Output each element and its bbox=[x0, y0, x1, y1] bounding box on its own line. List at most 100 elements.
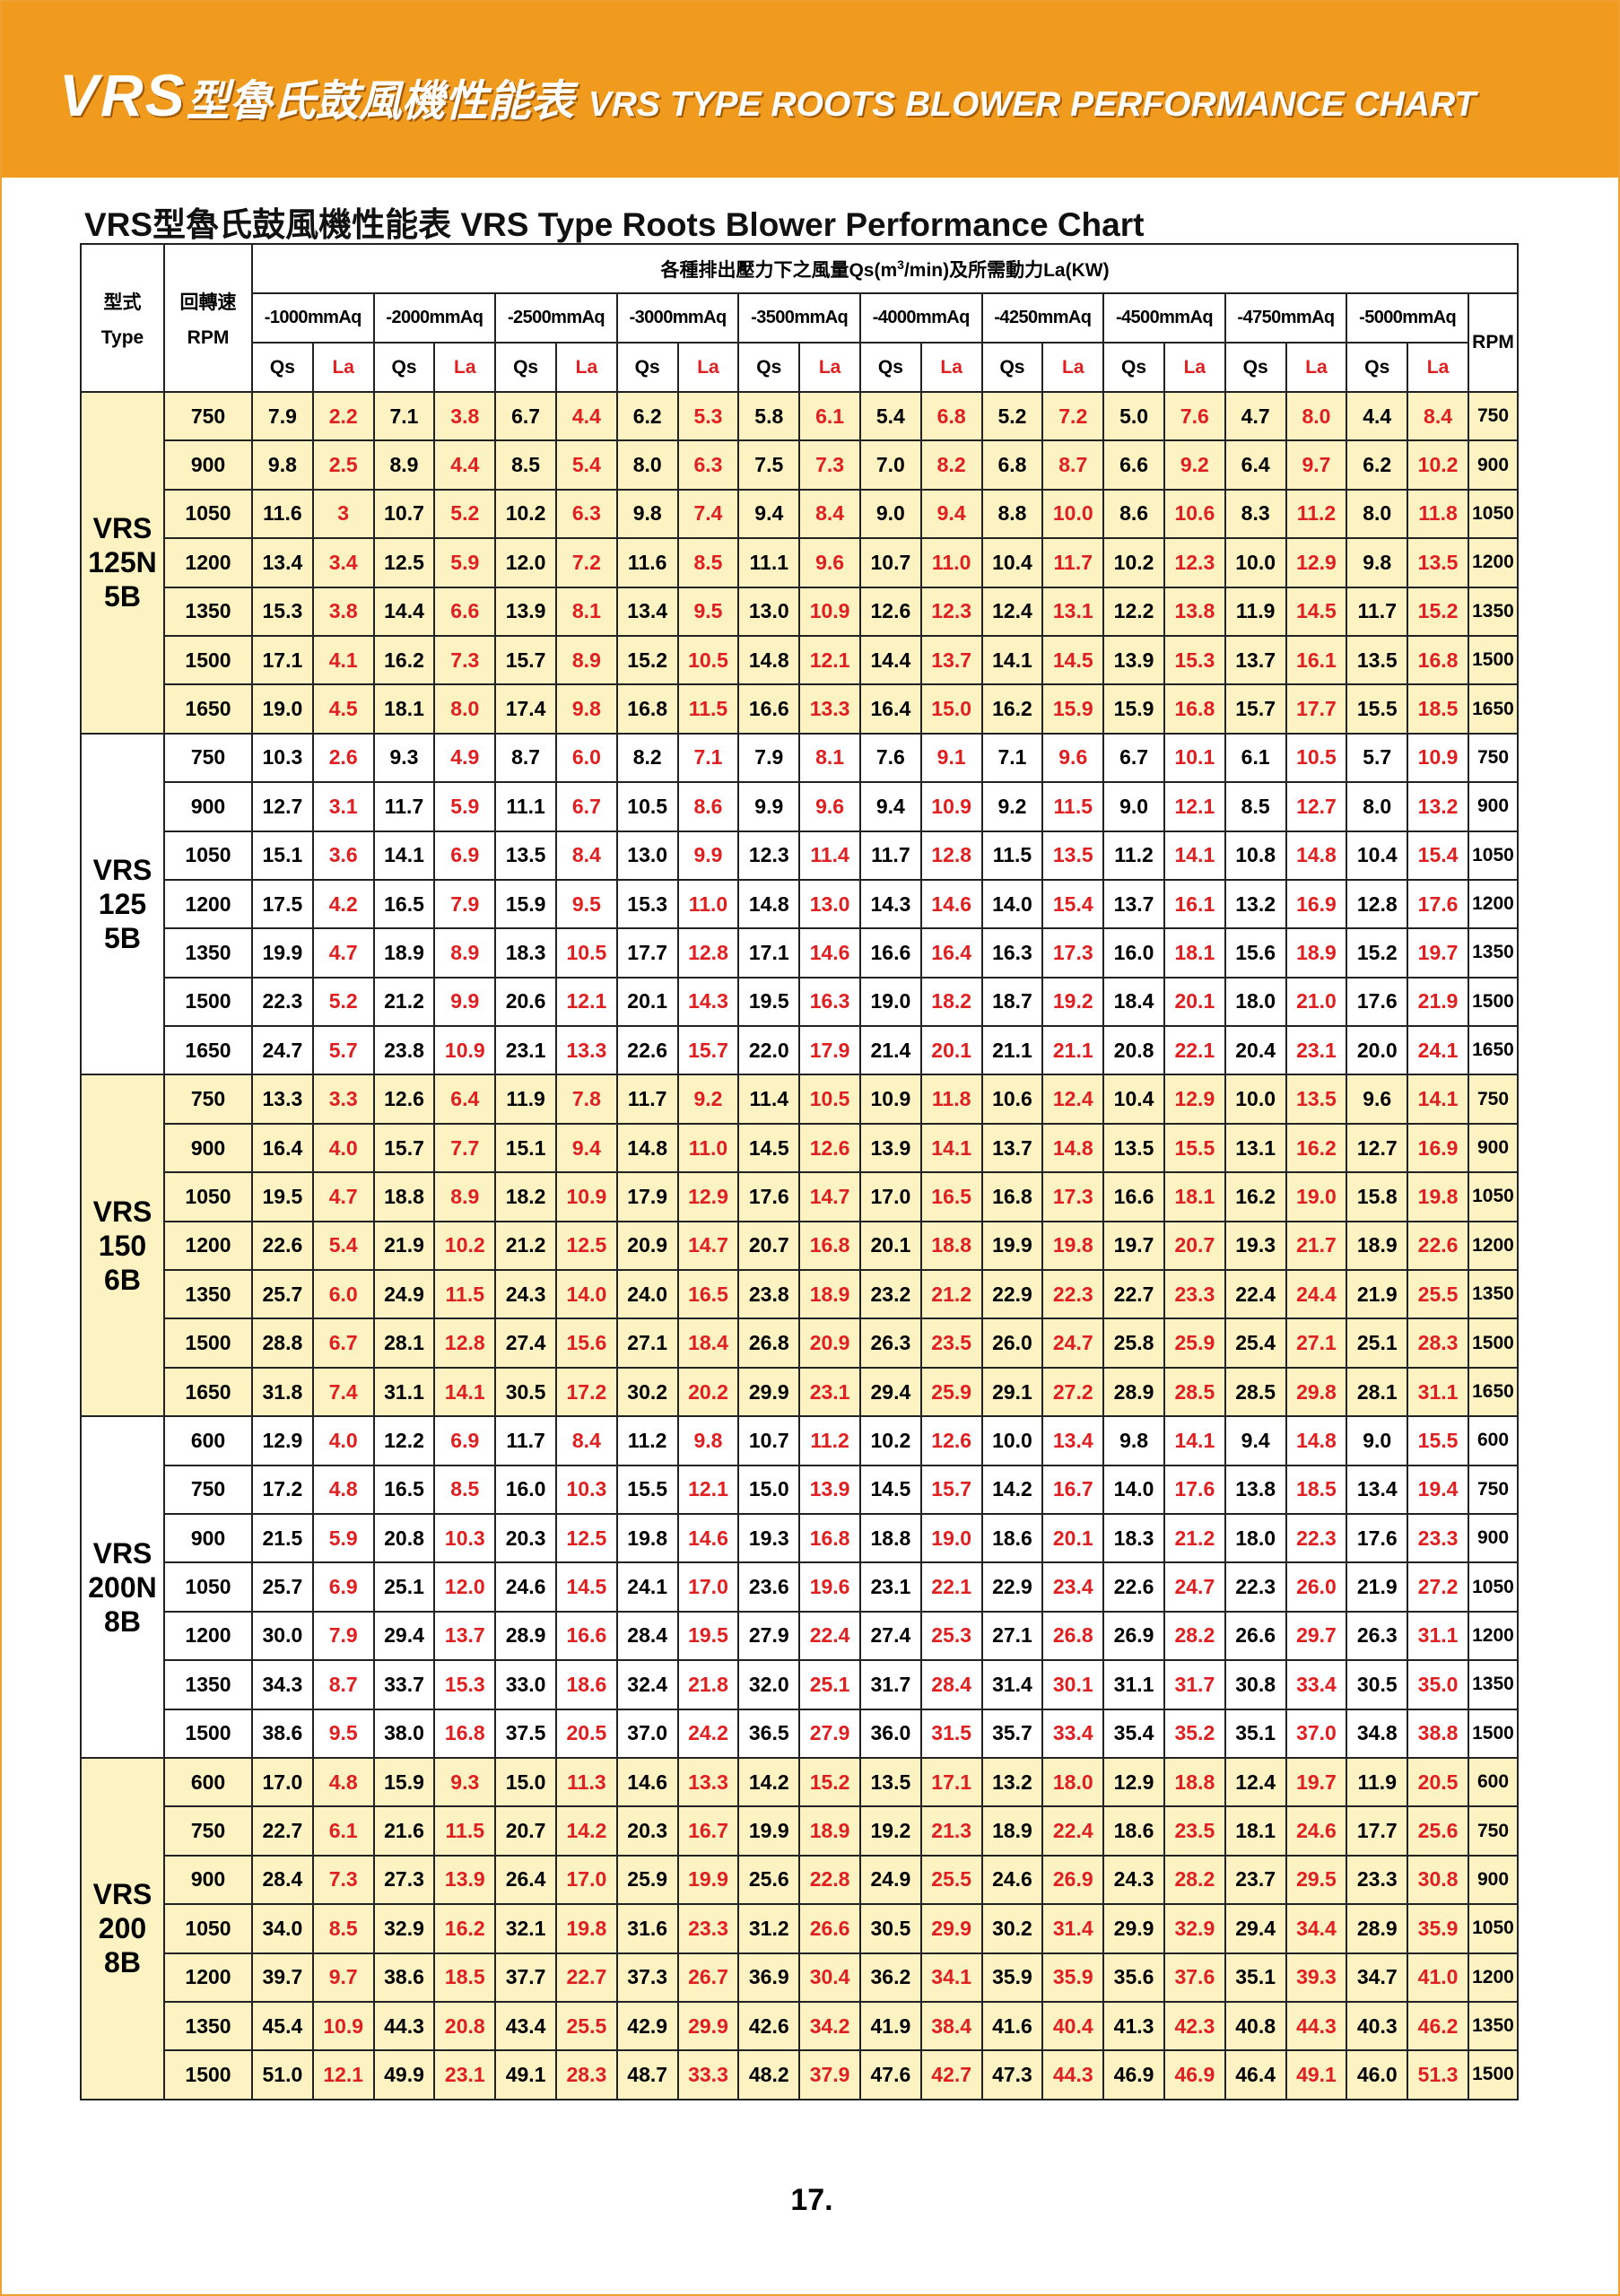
banner-chinese: 型魯氏鼓風機性能表 bbox=[186, 78, 574, 126]
qs-cell: 8.5 bbox=[494, 439, 557, 491]
group-name-line: VRS bbox=[92, 1195, 152, 1228]
qs-header: Qs bbox=[1102, 342, 1165, 393]
rpm-right-cell: 750 bbox=[1467, 1464, 1520, 1515]
la-cell: 13.5 bbox=[1407, 537, 1469, 588]
qs-cell: 9.8 bbox=[1346, 537, 1409, 588]
la-cell: 8.0 bbox=[433, 683, 497, 735]
la-cell: 4.0 bbox=[311, 1122, 375, 1174]
qs-cell: 8.9 bbox=[372, 439, 436, 491]
rpm-cell: 900 bbox=[163, 1854, 253, 1906]
la-cell: 18.5 bbox=[1285, 1464, 1348, 1515]
la-cell: 9.9 bbox=[433, 976, 497, 1028]
data-row: 750 17.2 4.8 16.5 8.5 16.0 10.3 15.5 12.1 15.0 13.… bbox=[81, 1464, 1520, 1515]
data-row: 1350 19.9 4.7 18.9 8.9 18.3 10.5 17.7 12.8 17.1 14… bbox=[81, 927, 1520, 978]
qs-cell: 22.3 bbox=[251, 976, 314, 1028]
la-cell: 3 bbox=[311, 488, 375, 540]
qs-cell: 19.2 bbox=[858, 1805, 922, 1857]
pressure-header: -5000mmAq bbox=[1346, 292, 1469, 344]
qs-cell: 13.0 bbox=[615, 830, 679, 881]
qs-cell: 15.2 bbox=[615, 634, 679, 686]
la-cell: 29.9 bbox=[919, 1903, 983, 1954]
qs-header: Qs bbox=[1346, 342, 1409, 393]
qs-cell: 10.9 bbox=[858, 1074, 922, 1125]
banner: VRS型魯氏鼓風機性能表 VRS TYPE ROOTS BLOWER PERFOR… bbox=[2, 2, 1618, 178]
la-cell: 22.4 bbox=[1041, 1805, 1105, 1857]
rpm-right-cell: 1200 bbox=[1467, 878, 1520, 930]
rpm-right-cell: 1500 bbox=[1467, 2049, 1520, 2100]
rpm-right-cell: 1200 bbox=[1467, 1220, 1520, 1272]
la-cell: 16.8 bbox=[798, 1220, 861, 1272]
qs-cell: 18.7 bbox=[980, 976, 1044, 1028]
qs-cell: 11.4 bbox=[737, 1074, 801, 1125]
qs-cell: 25.6 bbox=[737, 1854, 801, 1906]
la-cell: 4.8 bbox=[311, 1464, 375, 1515]
la-cell: 17.9 bbox=[798, 1025, 861, 1076]
la-cell: 30.8 bbox=[1407, 1854, 1469, 1906]
la-cell: 33.4 bbox=[1041, 1708, 1105, 1759]
group-name-line: 6B bbox=[104, 1263, 141, 1296]
la-cell: 9.5 bbox=[311, 1708, 375, 1759]
rpm-right-cell: 900 bbox=[1467, 781, 1520, 832]
la-cell: 8.1 bbox=[554, 586, 618, 637]
qs-cell: 12.5 bbox=[372, 537, 436, 588]
data-row: 1500 17.1 4.1 16.2 7.3 15.7 8.9 15.2 10.5 14.8 12.… bbox=[81, 634, 1520, 686]
la-cell: 46.2 bbox=[1407, 2000, 1469, 2052]
la-cell: 15.7 bbox=[676, 1025, 740, 1076]
group-name-line: 150 bbox=[98, 1229, 147, 1262]
la-cell: 9.7 bbox=[1285, 439, 1348, 491]
qs-header: Qs bbox=[615, 342, 679, 393]
group-name-line: 5B bbox=[104, 922, 141, 955]
la-cell: 14.6 bbox=[919, 878, 983, 930]
la-cell: 6.9 bbox=[433, 830, 497, 881]
qs-cell: 9.8 bbox=[615, 488, 679, 540]
la-cell: 8.6 bbox=[676, 781, 740, 832]
type-header: 型式 Type bbox=[80, 243, 165, 393]
qs-cell: 8.0 bbox=[1346, 781, 1409, 832]
qs-cell: 15.3 bbox=[615, 878, 679, 930]
rpm-cell: 1350 bbox=[163, 2000, 253, 2052]
la-cell: 6.9 bbox=[433, 1415, 497, 1466]
rpm-cell: 750 bbox=[163, 390, 253, 442]
qs-cell: 23.3 bbox=[1346, 1854, 1409, 1906]
la-cell: 34.4 bbox=[1285, 1903, 1348, 1954]
qs-cell: 13.5 bbox=[1346, 634, 1409, 686]
la-cell: 8.9 bbox=[554, 634, 618, 686]
qs-cell: 29.1 bbox=[980, 1366, 1044, 1418]
qs-cell: 46.4 bbox=[1224, 2049, 1287, 2100]
qs-cell: 30.5 bbox=[858, 1903, 922, 1954]
la-cell: 21.8 bbox=[676, 1659, 740, 1710]
qs-cell: 39.7 bbox=[251, 1952, 314, 2003]
data-row: VRS 125 5B 750 10.3 2.6 9.3 4.9 8.7 6.0 8.2 7.1 7.9 8… bbox=[80, 732, 1520, 1076]
la-cell: 6.7 bbox=[554, 781, 618, 832]
qs-cell: 13.4 bbox=[1346, 1464, 1409, 1515]
la-cell: 25.9 bbox=[919, 1366, 983, 1418]
qs-cell: 23.2 bbox=[858, 1269, 922, 1320]
rpm-right-cell: 600 bbox=[1467, 1415, 1520, 1466]
qs-cell: 15.1 bbox=[251, 830, 314, 881]
qs-cell: 12.9 bbox=[251, 1415, 314, 1466]
rpm-right-cell: 1500 bbox=[1467, 634, 1520, 686]
la-cell: 31.1 bbox=[1407, 1366, 1469, 1418]
la-cell: 41.0 bbox=[1407, 1952, 1469, 2003]
qs-cell: 12.7 bbox=[1346, 1122, 1409, 1174]
la-cell: 28.3 bbox=[1407, 1318, 1469, 1369]
la-cell: 3.4 bbox=[311, 537, 375, 588]
qs-cell: 31.6 bbox=[615, 1903, 679, 1954]
data-row: 900 16.4 4.0 15.7 7.7 15.1 9.4 14.8 11.0 14.5 12.6… bbox=[81, 1122, 1520, 1174]
la-cell: 13.5 bbox=[1285, 1074, 1348, 1125]
qs-cell: 21.6 bbox=[372, 1805, 436, 1857]
la-cell: 10.9 bbox=[311, 2000, 375, 2052]
qs-cell: 26.0 bbox=[980, 1318, 1044, 1369]
qs-cell: 18.8 bbox=[858, 1512, 922, 1564]
qs-cell: 22.4 bbox=[1224, 1269, 1287, 1320]
qs-cell: 7.1 bbox=[980, 732, 1044, 784]
group-name-line: 125N bbox=[88, 546, 157, 579]
qs-cell: 16.8 bbox=[615, 683, 679, 735]
qs-cell: 22.6 bbox=[251, 1220, 314, 1272]
qs-cell: 16.5 bbox=[372, 1464, 436, 1515]
la-cell: 19.8 bbox=[554, 1903, 618, 1954]
qs-cell: 28.4 bbox=[251, 1854, 314, 1906]
qs-cell: 15.5 bbox=[615, 1464, 679, 1515]
qs-cell: 13.5 bbox=[494, 830, 557, 881]
qs-cell: 21.2 bbox=[494, 1220, 557, 1272]
